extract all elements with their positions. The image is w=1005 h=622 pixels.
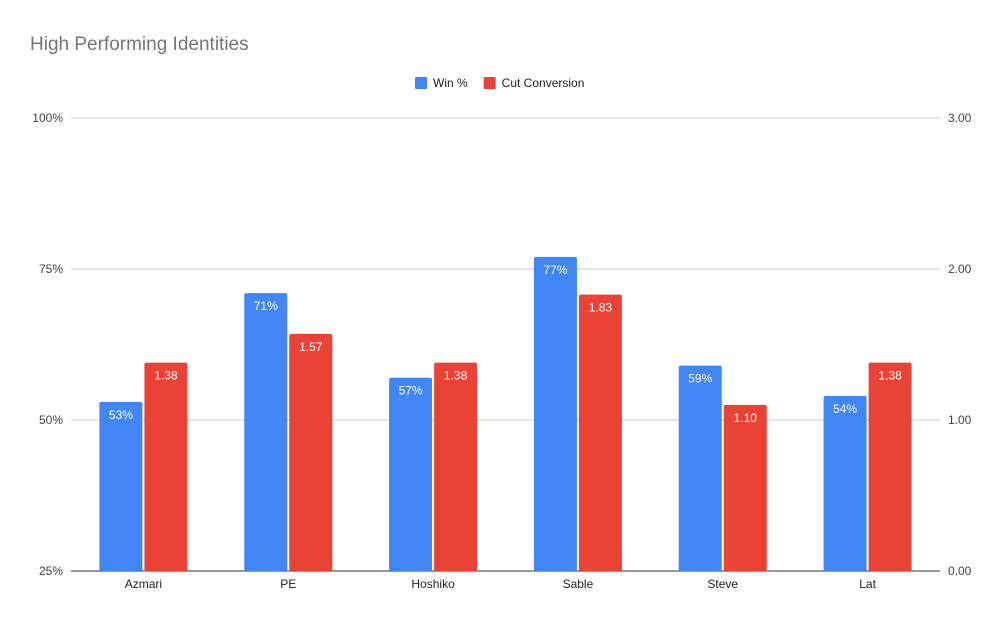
data-label-win-pct: 53% bbox=[109, 408, 133, 422]
bar-win-pct bbox=[678, 365, 722, 571]
left-axis-ticks: 25% 50% 75% 100% bbox=[32, 111, 63, 578]
bar-cut-conversion bbox=[144, 362, 188, 571]
right-tick-label: 1.00 bbox=[948, 413, 972, 427]
category-label: Hoshiko bbox=[411, 577, 455, 591]
data-labels: 53% 1.38 71% 1.57 57% 1.38 77% 1.83 59% 1.10 54% 1.… bbox=[109, 263, 902, 425]
right-tick-label: 2.00 bbox=[948, 262, 972, 276]
category-label: Sable bbox=[563, 577, 594, 591]
data-label-win-pct: 54% bbox=[833, 402, 857, 416]
right-tick-label: 3.00 bbox=[948, 111, 972, 125]
left-tick-label: 75% bbox=[39, 262, 63, 276]
left-tick-label: 25% bbox=[39, 564, 63, 578]
data-label-win-pct: 77% bbox=[543, 263, 567, 277]
data-label-win-pct: 59% bbox=[688, 372, 712, 386]
bar-win-pct bbox=[244, 293, 288, 571]
bar-win-pct bbox=[823, 395, 867, 571]
bars bbox=[99, 256, 912, 571]
data-label-win-pct: 71% bbox=[254, 299, 278, 313]
left-tick-label: 100% bbox=[32, 111, 63, 125]
grid-lines bbox=[71, 117, 940, 572]
legend: Win % Cut Conversion bbox=[415, 76, 584, 90]
bar-cut-conversion bbox=[868, 362, 912, 571]
bar-win-pct bbox=[389, 377, 433, 571]
category-labels: Azmari PE Hoshiko Sable Steve Lat bbox=[125, 577, 877, 591]
legend-label: Cut Conversion bbox=[502, 76, 585, 90]
data-label-cut-conversion: 1.10 bbox=[734, 411, 758, 425]
bar-win-pct bbox=[533, 256, 577, 571]
data-label-win-pct: 57% bbox=[399, 384, 423, 398]
right-axis-ticks: 0.00 1.00 2.00 3.00 bbox=[948, 111, 972, 578]
right-tick-label: 0.00 bbox=[948, 564, 972, 578]
data-label-cut-conversion: 1.38 bbox=[154, 369, 178, 383]
chart-title: High Performing Identities bbox=[30, 34, 249, 55]
data-label-cut-conversion: 1.57 bbox=[299, 340, 323, 354]
legend-swatch bbox=[415, 77, 427, 89]
legend-swatch bbox=[483, 77, 496, 89]
bar-cut-conversion bbox=[289, 333, 333, 571]
category-label: Azmari bbox=[125, 577, 162, 591]
data-label-cut-conversion: 1.83 bbox=[589, 301, 613, 315]
category-label: PE bbox=[280, 577, 296, 591]
bar-cut-conversion bbox=[578, 294, 622, 571]
bar-cut-conversion bbox=[723, 404, 767, 571]
data-label-cut-conversion: 1.38 bbox=[878, 369, 902, 383]
category-label: Lat bbox=[859, 577, 876, 591]
bar-cut-conversion bbox=[434, 362, 478, 571]
legend-label: Win % bbox=[433, 76, 468, 90]
bar-win-pct bbox=[99, 401, 143, 571]
left-tick-label: 50% bbox=[39, 413, 63, 427]
data-label-cut-conversion: 1.38 bbox=[444, 369, 468, 383]
category-label: Steve bbox=[707, 577, 738, 591]
